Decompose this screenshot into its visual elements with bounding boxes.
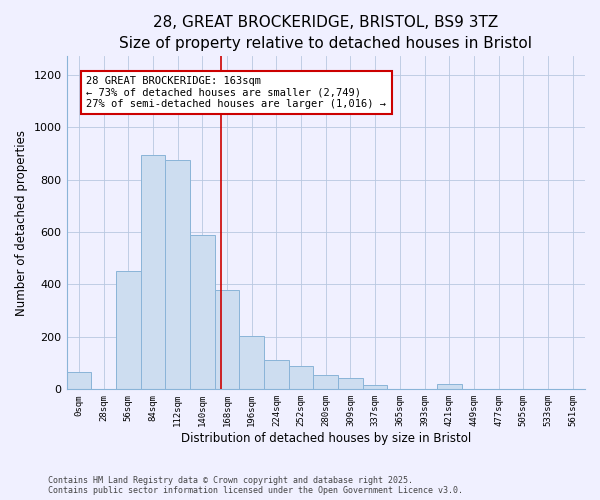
Bar: [363, 384, 388, 390]
Bar: [264, 360, 289, 390]
Bar: [437, 384, 461, 390]
Text: 28 GREAT BROCKERIDGE: 163sqm
← 73% of detached houses are smaller (2,749)
27% of: 28 GREAT BROCKERIDGE: 163sqm ← 73% of de…: [86, 76, 386, 109]
Bar: [116, 272, 140, 390]
Bar: [289, 366, 313, 390]
Bar: [313, 375, 338, 390]
Title: 28, GREAT BROCKERIDGE, BRISTOL, BS9 3TZ
Size of property relative to detached ho: 28, GREAT BROCKERIDGE, BRISTOL, BS9 3TZ …: [119, 15, 532, 51]
Bar: [215, 290, 239, 390]
Bar: [239, 336, 264, 390]
Text: Contains HM Land Registry data © Crown copyright and database right 2025.
Contai: Contains HM Land Registry data © Crown c…: [48, 476, 463, 495]
X-axis label: Distribution of detached houses by size in Bristol: Distribution of detached houses by size …: [181, 432, 471, 445]
Bar: [338, 378, 363, 390]
Bar: [140, 154, 165, 390]
Bar: [67, 372, 91, 390]
Bar: [190, 234, 215, 390]
Bar: [165, 160, 190, 390]
Y-axis label: Number of detached properties: Number of detached properties: [15, 130, 28, 316]
